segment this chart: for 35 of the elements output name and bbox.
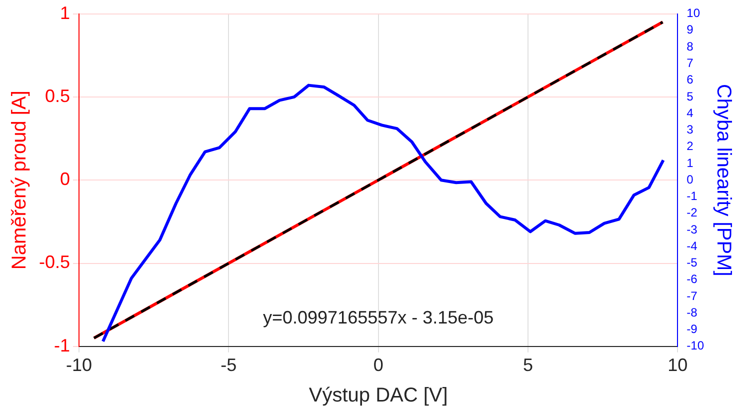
y2-tick-label: -3 <box>686 222 698 236</box>
y2-tick-label: -8 <box>686 305 698 320</box>
y2-tick-label: -5 <box>686 256 698 270</box>
x-tick-label: 0 <box>373 355 384 376</box>
x-tick-label: -5 <box>220 355 237 376</box>
y2-tick-label: 6 <box>686 72 694 87</box>
y2-tick-label: 4 <box>686 106 694 120</box>
y2-tick-label: -2 <box>686 206 698 220</box>
y2-tick-label: 0 <box>686 172 694 186</box>
y2-tick-label: -7 <box>686 288 698 303</box>
x-tick-label: 5 <box>522 355 534 376</box>
y2-tick-label: 3 <box>686 122 694 137</box>
y2-axis-title: Chyba linearity [PPM] <box>712 84 734 276</box>
x-axis-title: Výstup DAC [V] <box>308 384 448 407</box>
y2-tick-label: -9 <box>686 322 698 336</box>
y2-tick-label: 8 <box>686 39 694 54</box>
y2-tick-label: 2 <box>686 139 694 154</box>
x-tick-label: 10 <box>668 355 688 376</box>
y2-tick-label: -6 <box>686 272 698 286</box>
annotation: y=0.0997165557x - 3.15e-05 <box>262 307 494 328</box>
y2-tick-label: -4 <box>686 238 698 253</box>
y-tick-label: -1 <box>54 335 70 356</box>
y2-tick-label: -1 <box>686 189 698 204</box>
y2-tick-label: 7 <box>686 56 694 70</box>
y-tick-label: -0.5 <box>38 252 70 272</box>
y2-tick-label: -10 <box>686 338 704 353</box>
y-tick-label: 0 <box>60 169 70 190</box>
y-tick-label: 0.5 <box>44 86 70 106</box>
y-axis-title: Naměřený proud [A] <box>8 90 31 270</box>
y2-tick-label: 5 <box>686 89 694 104</box>
y2-tick-label: 10 <box>686 6 700 20</box>
y-tick-label: 1 <box>60 2 70 23</box>
y2-tick-label: 1 <box>686 156 694 170</box>
y2-tick-label: 9 <box>686 22 694 37</box>
x-tick-label: -10 <box>66 355 92 376</box>
